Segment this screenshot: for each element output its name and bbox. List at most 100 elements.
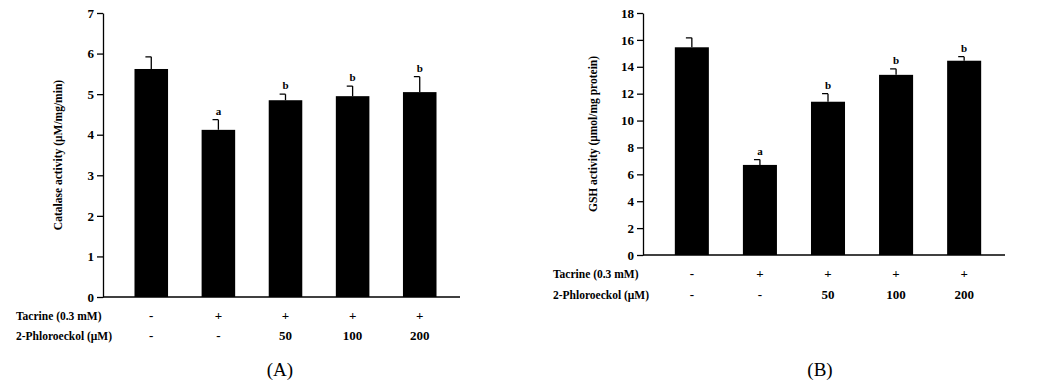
annotation: a <box>757 145 763 157</box>
treatment-level: - <box>149 328 153 343</box>
y-axis: 0 1 2 3 4 5 6 7 <box>88 6 104 305</box>
y-tick-label: 16 <box>621 33 635 48</box>
y-tick-label: 10 <box>621 113 634 128</box>
y-tick-label: 14 <box>621 59 635 74</box>
y-tick-mark <box>637 120 643 121</box>
error-bar <box>822 94 828 102</box>
y-tick: 2 <box>628 221 644 236</box>
annotation: b <box>825 79 831 91</box>
treatment-level: - <box>690 287 694 302</box>
y-tick-mark <box>637 201 643 202</box>
y-tick: 3 <box>88 168 104 183</box>
treatment-level: + <box>960 266 967 281</box>
y-tick-label: 0 <box>628 248 635 263</box>
treatment-level: + <box>215 308 222 323</box>
y-tick: 2 <box>88 209 104 224</box>
treatment-level: + <box>824 266 831 281</box>
panel-label: (B) <box>807 359 832 381</box>
error-bar <box>890 69 896 75</box>
plot-area <box>134 57 436 297</box>
treatment-level: 200 <box>954 287 974 302</box>
bar <box>336 96 370 297</box>
y-tick: 7 <box>88 6 104 21</box>
chart-panel: 0 2 4 6 8 10 12 14 16 18 a b b b GSH activity (μmol/mg… <box>553 6 1005 381</box>
y-tick: 0 <box>628 248 644 263</box>
y-tick-mark <box>97 216 103 217</box>
y-tick-label: 2 <box>628 221 635 236</box>
error-bar <box>145 57 151 69</box>
bar <box>675 47 709 255</box>
annotation: b <box>417 62 423 74</box>
bar <box>947 61 981 255</box>
error-bar <box>686 38 692 47</box>
treatment-level: 50 <box>279 328 292 343</box>
y-tick-mark <box>637 228 643 229</box>
y-tick: 14 <box>621 59 643 74</box>
y-tick: 5 <box>88 87 104 102</box>
y-tick-label: 7 <box>88 6 95 21</box>
annotation: b <box>961 42 967 54</box>
annotation: a <box>216 105 222 117</box>
y-tick-mark <box>97 94 103 95</box>
treatment-level: + <box>892 266 899 281</box>
y-axis-title: GSH activity (μmol/mg protein) <box>587 56 600 212</box>
y-tick-mark <box>97 53 103 54</box>
treatment-label: Tacrine (0.3 mM) <box>553 268 639 281</box>
treatment-level: + <box>349 308 356 323</box>
y-tick-label: 0 <box>88 290 95 305</box>
error-bar <box>414 77 420 92</box>
y-tick-label: 18 <box>621 6 635 21</box>
y-tick: 4 <box>88 127 104 142</box>
y-tick-mark <box>97 13 103 14</box>
treatment-level: + <box>282 308 289 323</box>
y-tick-mark <box>637 174 643 175</box>
error-bar <box>754 160 760 165</box>
y-tick-mark <box>637 13 643 14</box>
y-tick: 8 <box>628 140 644 155</box>
y-tick: 12 <box>621 86 643 101</box>
treatment-level: - <box>690 266 694 281</box>
y-tick-label: 4 <box>88 127 95 142</box>
y-tick-label: 8 <box>628 140 635 155</box>
treatment-label: 2-Phloroeckol (μM) <box>16 330 112 343</box>
y-tick-label: 1 <box>88 249 95 264</box>
y-tick: 6 <box>628 167 644 182</box>
y-tick-mark <box>97 175 103 176</box>
y-tick-mark <box>637 94 643 95</box>
error-bar <box>958 57 964 61</box>
figure: 01234567abbbCatalase activity (μM/mg/min… <box>0 0 1053 385</box>
bar <box>134 69 168 297</box>
y-tick-mark <box>637 147 643 148</box>
error-bar <box>280 94 286 100</box>
treatment-level: 100 <box>343 328 363 343</box>
y-tick-label: 6 <box>88 46 95 61</box>
annotation: b <box>893 54 899 66</box>
y-tick: 10 <box>621 113 643 128</box>
y-tick-label: 12 <box>621 86 634 101</box>
y-tick-mark <box>97 256 103 257</box>
y-axis-line <box>103 14 104 298</box>
treatment-label: 2-Phloroeckol (μM) <box>553 289 649 302</box>
bar <box>879 75 913 255</box>
y-tick: 18 <box>621 6 643 21</box>
y-tick: 6 <box>88 46 104 61</box>
annotation: b <box>350 71 356 83</box>
panel-label: (A) <box>267 359 293 381</box>
y-tick-label: 3 <box>88 168 95 183</box>
y-tick: 1 <box>88 249 104 264</box>
y-tick-label: 4 <box>628 194 635 209</box>
treatment-label: Tacrine (0.3 mM) <box>16 310 102 323</box>
bar <box>743 165 777 255</box>
treatment-level: 200 <box>410 328 430 343</box>
y-tick-label: 2 <box>88 209 95 224</box>
bar <box>403 92 437 297</box>
y-tick-mark <box>637 255 643 256</box>
y-tick-mark <box>637 40 643 41</box>
y-tick: 4 <box>628 194 644 209</box>
error-bar <box>347 86 353 96</box>
bar <box>269 100 303 297</box>
y-tick: 16 <box>621 33 643 48</box>
treatment-level: - <box>216 328 220 343</box>
y-tick-mark <box>97 297 103 298</box>
treatment-level: 100 <box>886 287 906 302</box>
